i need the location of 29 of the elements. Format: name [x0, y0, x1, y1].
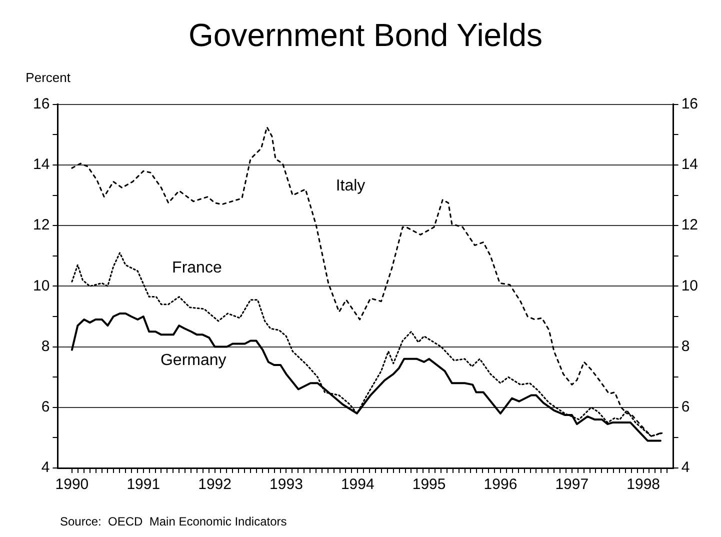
- y2-tick-label: 6: [681, 398, 690, 416]
- y-axis-title: Percent: [26, 70, 71, 85]
- y-tick-label: 8: [41, 338, 50, 355]
- series-label: France: [172, 259, 222, 276]
- y-tick-label: 12: [32, 216, 50, 234]
- y2-tick-label: 12: [681, 216, 698, 234]
- x-tick-label: 1998: [626, 476, 660, 494]
- x-tick-label: 1992: [198, 476, 232, 494]
- y-tick-label: 14: [32, 156, 50, 174]
- series-label: Italy: [336, 178, 366, 195]
- y2-tick-label: 14: [681, 156, 698, 174]
- y2-tick-label: 4: [681, 459, 690, 476]
- series-label: Germany: [160, 352, 226, 369]
- chart-title: Government Bond Yields: [188, 17, 542, 54]
- x-tick-label: 1991: [126, 476, 160, 494]
- y-tick-label: 6: [41, 398, 50, 416]
- x-tick-label: 1995: [412, 476, 446, 494]
- y2-tick-label: 16: [681, 96, 698, 113]
- y2-tick-label: 10: [681, 277, 698, 294]
- x-tick-label: 1990: [55, 476, 89, 494]
- x-tick-label: 1993: [270, 476, 303, 494]
- y-tick-label: 4: [41, 459, 50, 476]
- y-tick-label: 10: [32, 277, 50, 294]
- y2-tick-label: 8: [681, 338, 690, 355]
- x-tick-label: 1994: [340, 476, 374, 494]
- x-tick-label: 1997: [555, 476, 589, 494]
- y-tick-label: 16: [32, 96, 50, 113]
- source-note: Source: OECD Main Economic Indicators: [60, 514, 287, 528]
- x-tick-label: 1996: [484, 476, 518, 494]
